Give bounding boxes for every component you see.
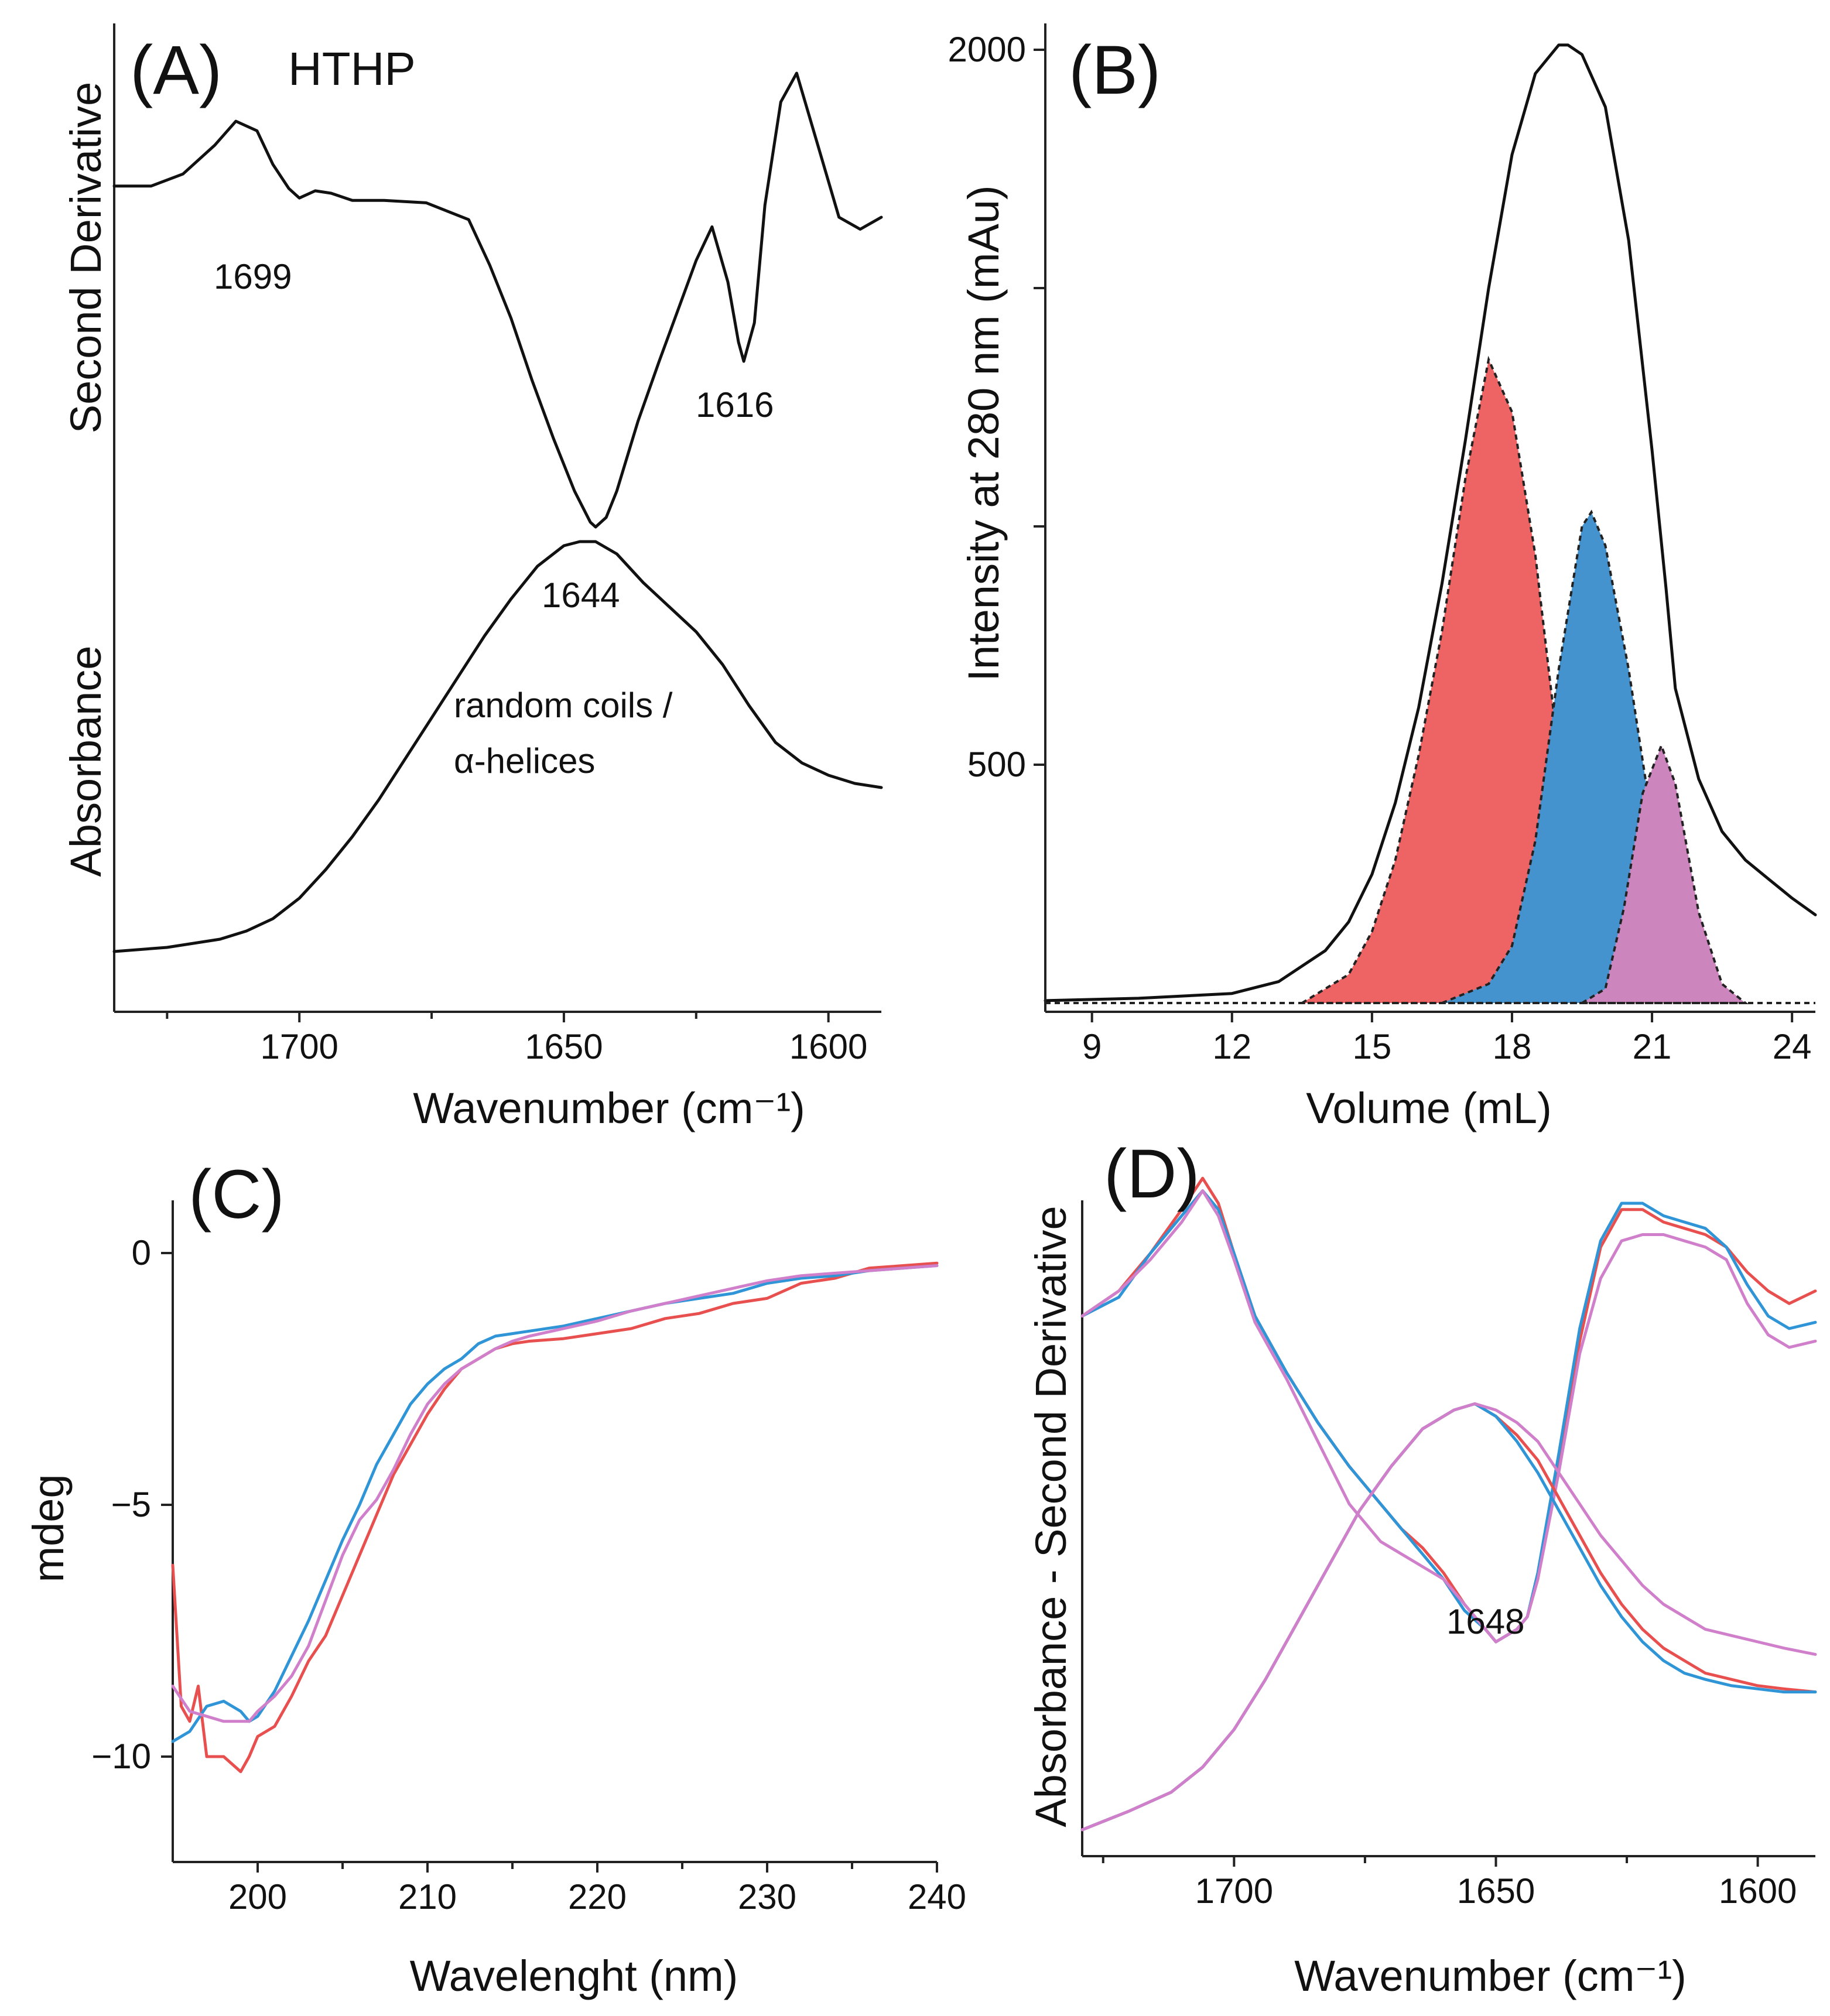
- panel-d-x-tick-label: 1600: [1719, 1871, 1797, 1911]
- panel-d-series-3-line: [1080, 1189, 1817, 1644]
- panel-d-series-6-line: [1080, 1402, 1817, 1832]
- panel-a-annotation-1644: 1644: [542, 576, 620, 615]
- panel-b-x-tick-label: 15: [1353, 1027, 1392, 1066]
- panel-b-x-tick-label: 18: [1493, 1027, 1532, 1066]
- panel-a-second-derivative-line: [112, 71, 883, 529]
- panel-a-x-tick-label: 1650: [525, 1027, 603, 1066]
- panel-a: 1700 1650 1600 (A) HTHP Second Derivative …: [61, 23, 883, 1132]
- panel-a-ylabel-top: Second Derivative: [61, 82, 110, 434]
- panel-c-y-tick-label: −10: [91, 1737, 151, 1776]
- panel-b-x-tick-label: 21: [1633, 1027, 1672, 1066]
- panel-d-x-tick-label: 1650: [1457, 1871, 1535, 1911]
- panel-a-annotation-1699: 1699: [214, 257, 292, 296]
- panel-a-label: (A): [130, 32, 222, 109]
- panel-c-pink-line: [171, 1264, 939, 1723]
- panel-c-x-tick-label: 200: [228, 1877, 287, 1916]
- panel-d-annotation-1648: 1648: [1446, 1602, 1524, 1641]
- panel-b-ylabel: Intensity at 280 nm (mAu): [959, 185, 1008, 681]
- panel-a-annotation-random-coils: random coils /: [454, 686, 673, 725]
- panel-d-ylabel: Absorbance - Second Derivative: [1027, 1206, 1075, 1827]
- panel-c-blue-line: [171, 1264, 939, 1743]
- panel-c-x-tick-label: 220: [568, 1877, 627, 1916]
- panel-a-annotation-1616: 1616: [696, 385, 774, 425]
- panel-d-x-tick-label: 1700: [1195, 1871, 1273, 1911]
- panel-a-x-tick-label: 1600: [789, 1027, 867, 1066]
- panel-a-ylabel-bottom: Absorbance: [61, 646, 110, 877]
- panel-a-title: HTHP: [288, 43, 416, 95]
- panel-c-x-tick-label: 240: [908, 1877, 966, 1916]
- panel-b-x-tick-label: 9: [1082, 1027, 1102, 1066]
- panel-d-label: (D): [1104, 1135, 1200, 1213]
- panel-a-x-tick-label: 1700: [260, 1027, 338, 1066]
- panel-c-x-tick-label: 210: [398, 1877, 457, 1916]
- panel-b-x-tick-label: 24: [1773, 1027, 1812, 1066]
- panel-c-y-tick-label: −5: [111, 1485, 151, 1524]
- panel-c-red-line: [171, 1261, 939, 1774]
- panel-d: 1700 1650 1600 (D) Absorbance - Second Der…: [1027, 1135, 1817, 2000]
- panel-b: 9 12 15 18 21 24 500 2000 (B) Intensity at 280 …: [948, 23, 1817, 1132]
- panel-a-xlabel: Wavenumber (cm⁻¹): [413, 1084, 805, 1132]
- panel-d-series-2-line: [1080, 1189, 1817, 1644]
- panel-b-x-tick-label: 12: [1212, 1027, 1251, 1066]
- panel-c-ylabel: mdeg: [24, 1474, 73, 1582]
- panel-b-total-line: [1044, 43, 1817, 1002]
- panel-b-peak-3-area: [1578, 742, 1749, 1004]
- panel-c-y-tick-label: 0: [132, 1233, 151, 1272]
- panel-d-xlabel: Wavenumber (cm⁻¹): [1294, 1952, 1687, 2000]
- panel-c: 200 210 220 230 240 0 −5 −10 (C) mdeg Wavelengh…: [24, 1156, 966, 2000]
- panel-a-annotation-alpha-helices: α-helices: [454, 741, 595, 781]
- panel-b-y-tick-label: 2000: [948, 30, 1026, 69]
- panel-b-xlabel: Volume (mL): [1306, 1084, 1551, 1132]
- panel-b-y-tick-label: 500: [967, 745, 1026, 784]
- panel-a-absorbance-line: [112, 540, 883, 953]
- panel-c-label: (C): [189, 1156, 285, 1233]
- panel-b-label: (B): [1069, 32, 1161, 109]
- panel-c-x-tick-label: 230: [738, 1877, 796, 1916]
- panel-c-xlabel: Wavelenght (nm): [410, 1952, 738, 2000]
